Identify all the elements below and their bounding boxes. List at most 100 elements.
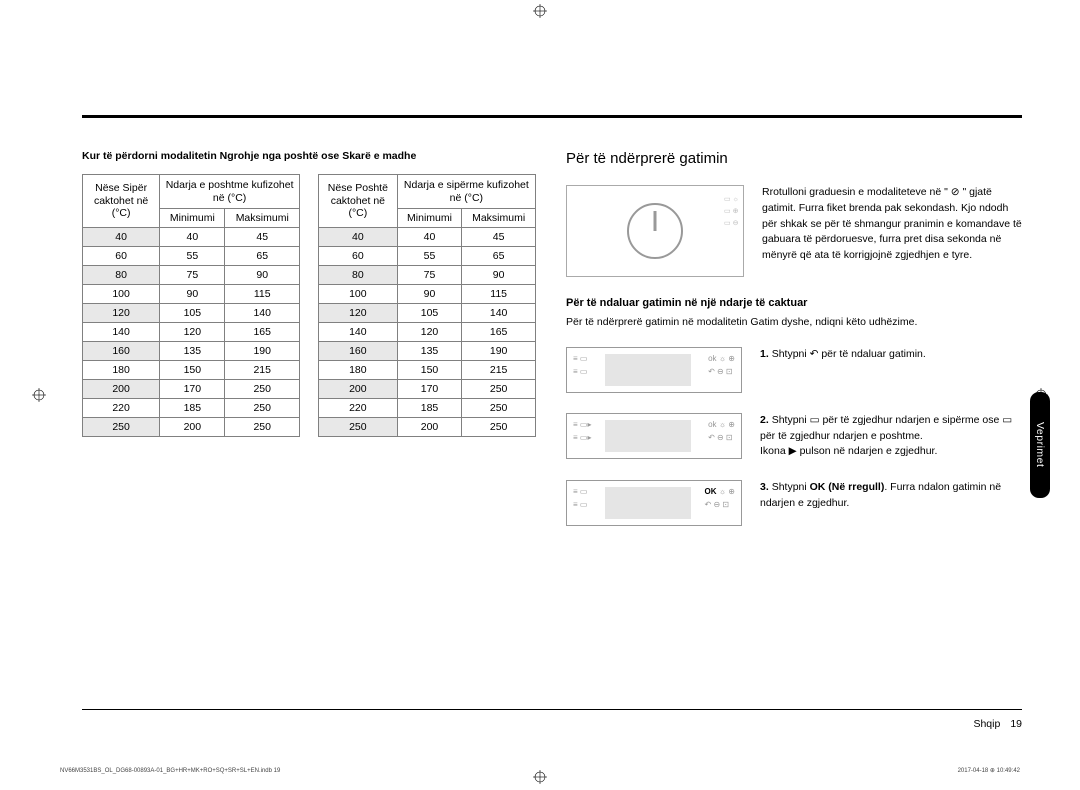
page-number: 19 [1010,718,1022,730]
table-cell: 100 [83,285,160,304]
table-cell: 170 [160,380,225,399]
table-cell: 65 [225,247,300,266]
table-cell: 150 [397,361,462,380]
table-cell: 115 [225,285,300,304]
table-cell: 140 [83,323,160,342]
table-cell: 40 [83,228,160,247]
table-cell: 190 [225,342,300,361]
footer-language: Shqip [973,718,1000,730]
footer-code: NV66M3531BS_OL_DG68-00893A-01_BG+HR+MK+R… [60,768,280,774]
table-cell: 185 [397,399,462,418]
panel-icons: ≡ ▭≡ ▭ [573,353,587,379]
upper-limit-table: Nëse Poshtë caktohet në (°C)Ndarja e sip… [318,174,536,437]
panel-icons: ≡ ▭≡ ▭ [573,486,587,512]
table-cell: 115 [462,285,536,304]
subsection-title: Për të ndaluar gatimin në një ndarje të … [566,297,1022,309]
table-cell: 80 [319,266,398,285]
table-row: 250200250 [319,418,536,437]
section-title: Për të ndërprerë gatimin [566,150,1022,167]
table-cell: 90 [397,285,462,304]
table-cell: 55 [160,247,225,266]
footer-date: 2017-04-18 ⊕ 10:49:42 [958,767,1020,774]
top-divider [82,115,1022,118]
table-cell: 220 [83,399,160,418]
table-cell: 120 [83,304,160,323]
table-row: 120105140 [319,304,536,323]
table-cell: 60 [319,247,398,266]
panel-icons: OK ☼ ⊕↶ ⊖ ⊡ [705,486,735,512]
table-cell: 40 [160,228,225,247]
table-row: 404045 [83,228,300,247]
table-row: 220185250 [83,399,300,418]
display-panel: ≡ ▭▸≡ ▭▸ ok ☼ ⊕↶ ⊖ ⊡ [566,413,742,459]
table-cell: 200 [397,418,462,437]
table-cell: 90 [225,266,300,285]
panel-screen [605,420,691,452]
step-text: Ikona ▶ pulson në ndarjen e zgjedhur. [760,445,937,457]
table-row: 250200250 [83,418,300,437]
table-cell: 200 [83,380,160,399]
table-cell: 250 [83,418,160,437]
table-row: 605565 [319,247,536,266]
table-cell: 65 [462,247,536,266]
table-cell: 135 [397,342,462,361]
table-cell: 185 [160,399,225,418]
table-row: 807590 [83,266,300,285]
panel-icons: ok ☼ ⊕↶ ⊖ ⊡ [708,353,735,379]
panel-icons: ▭ ☼▭ ⊕▭ ⊖ [724,194,739,230]
table-cell: 140 [225,304,300,323]
table-cell: 90 [462,266,536,285]
table-row: 10090115 [319,285,536,304]
table-header: Maksimumi [462,209,536,228]
table-row: 120105140 [83,304,300,323]
table-cell: 80 [83,266,160,285]
table-cell: 150 [160,361,225,380]
table-cell: 200 [160,418,225,437]
display-panel: ≡ ▭≡ ▭ ok ☼ ⊕↶ ⊖ ⊡ [566,347,742,393]
table-cell: 120 [160,323,225,342]
table-row: 160135190 [83,342,300,361]
table-cell: 165 [462,323,536,342]
table-header: Minimumi [160,209,225,228]
table-row: 200170250 [319,380,536,399]
table-cell: 75 [397,266,462,285]
panel-screen [605,354,691,386]
right-column: Për të ndërprerë gatimin ▭ ☼▭ ⊕▭ ⊖ Rrotu… [566,150,1022,546]
table-row: 140120165 [83,323,300,342]
table-row: 200170250 [83,380,300,399]
table-cell: 60 [83,247,160,266]
table-row: 10090115 [83,285,300,304]
table-header: Ndarja e poshtme kufizohet në (°C) [160,175,300,209]
table-header: Maksimumi [225,209,300,228]
table-cell: 75 [160,266,225,285]
table-cell: 170 [397,380,462,399]
step-1-text: 1. Shtypni ↶ për të ndaluar gatimin. [760,347,1022,363]
table-row: 605565 [83,247,300,266]
table-cell: 45 [462,228,536,247]
table-row: 220185250 [319,399,536,418]
table-cell: 40 [319,228,398,247]
step-2-text: 2. Shtypni ▭ për të zgjedhur ndarjen e s… [760,413,1022,460]
table-header: Nëse Poshtë caktohet në (°C) [319,175,398,228]
crop-mark-icon [533,4,547,18]
table-header: Ndarja e sipërme kufizohet në (°C) [397,175,535,209]
table-row: 160135190 [319,342,536,361]
panel-screen [605,487,691,519]
crop-mark-icon [32,388,46,402]
table-cell: 220 [319,399,398,418]
table-cell: 250 [319,418,398,437]
table-header: Minimumi [397,209,462,228]
table-cell: 105 [160,304,225,323]
mode-dial-icon [627,203,683,259]
table-row: 807590 [319,266,536,285]
table-cell: 140 [462,304,536,323]
table-row: 180150215 [319,361,536,380]
dial-illustration: ▭ ☼▭ ⊕▭ ⊖ [566,185,744,277]
table-cell: 180 [319,361,398,380]
side-tab: Veprimet [1030,392,1050,498]
page-footer: Shqip 19 [82,709,1022,730]
display-panel: ≡ ▭≡ ▭ OK ☼ ⊕↶ ⊖ ⊡ [566,480,742,526]
table-cell: 250 [462,399,536,418]
table-cell: 160 [83,342,160,361]
lower-limit-table: Nëse Sipër caktohet në (°C)Ndarja e posh… [82,174,300,437]
